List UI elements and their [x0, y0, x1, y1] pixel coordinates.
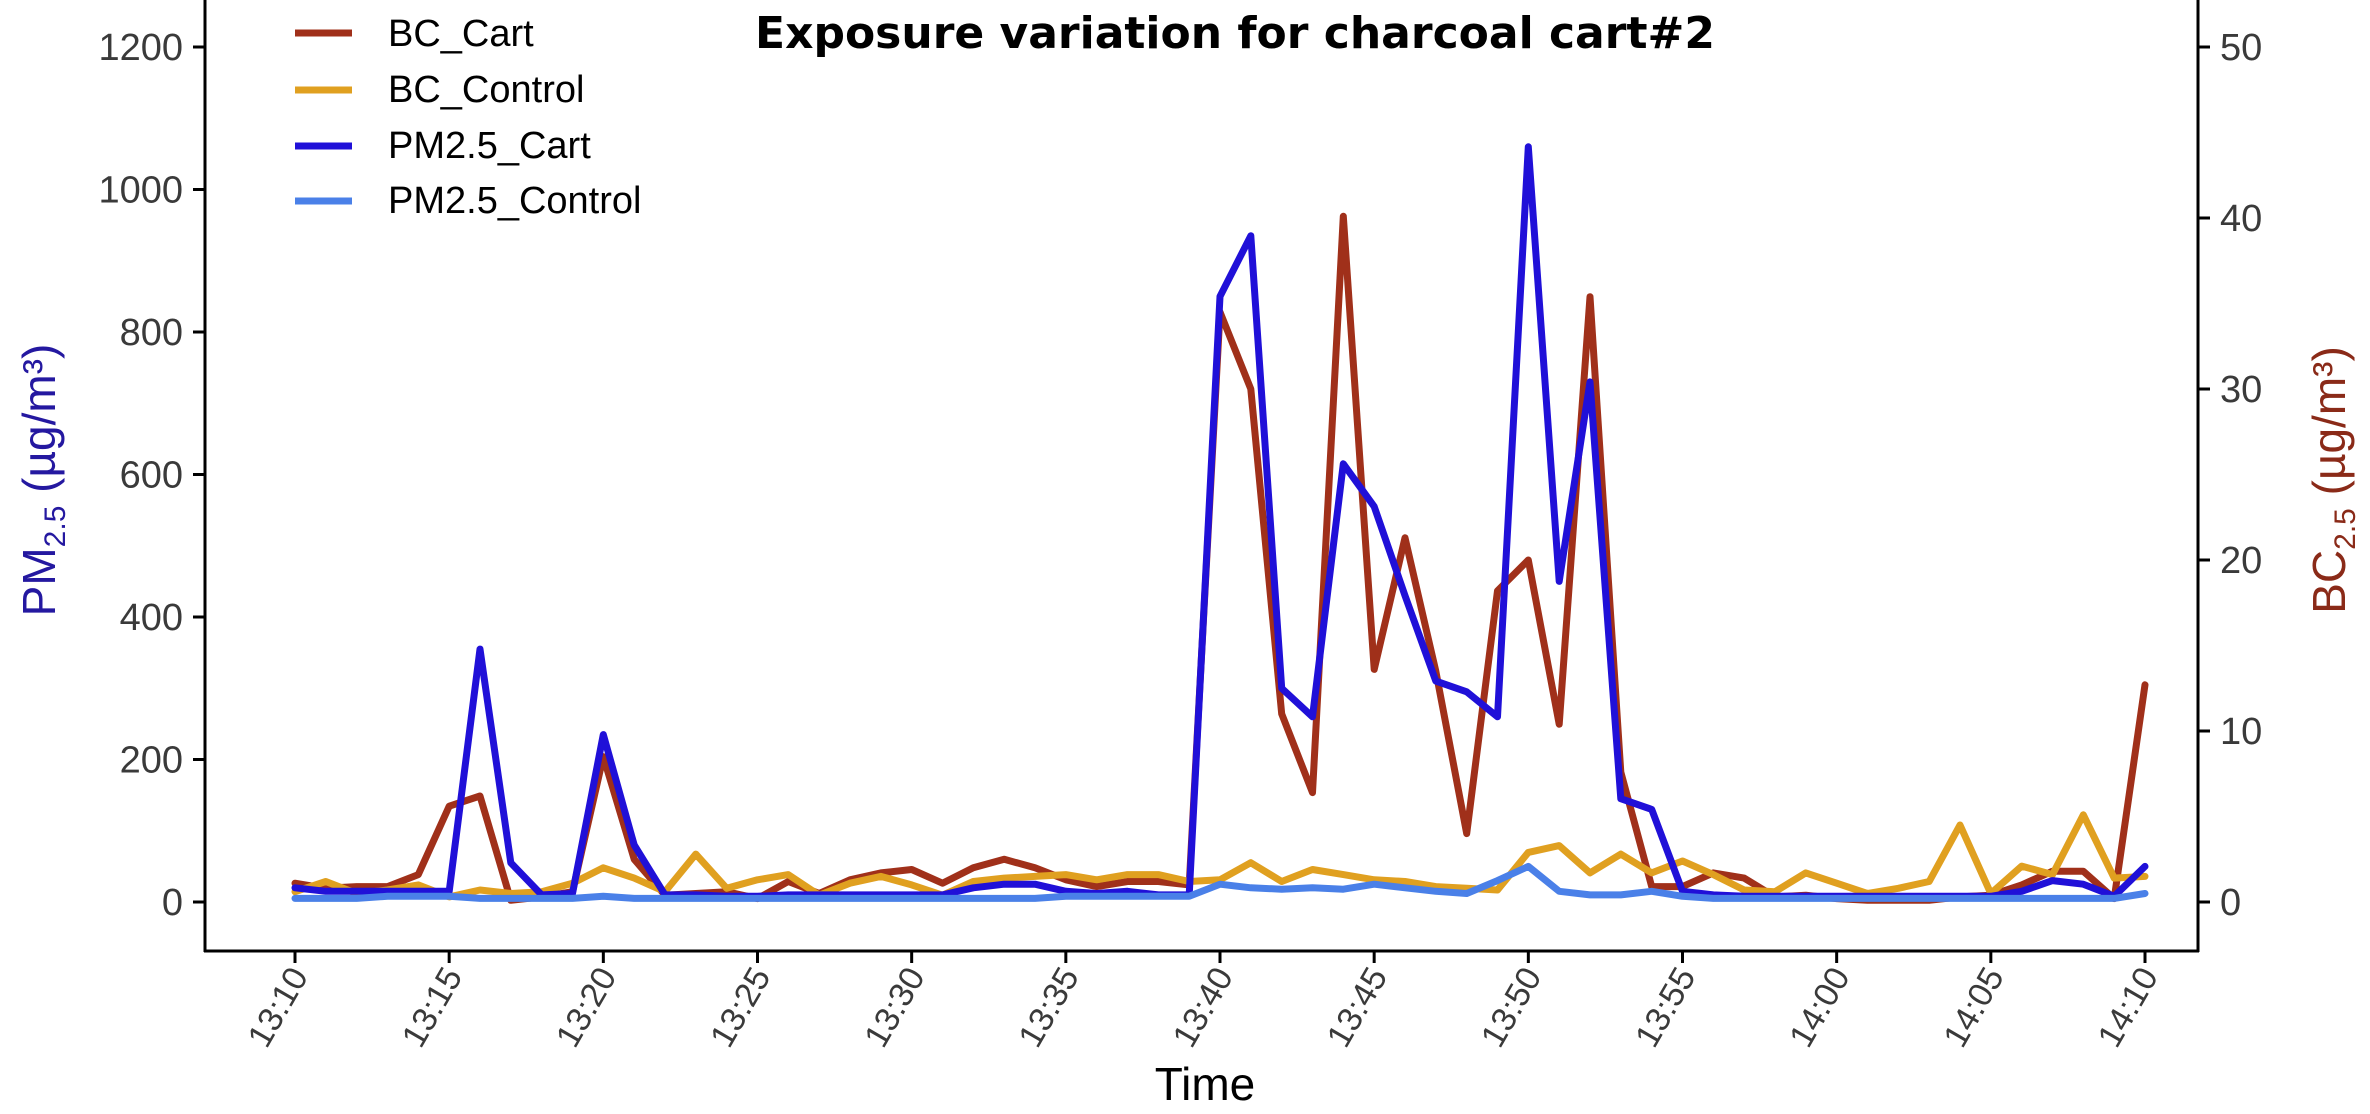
x-tick-label: 13:25 [703, 961, 778, 1054]
left-tick-label: 600 [120, 455, 183, 497]
right-tick-label: 0 [2220, 882, 2241, 924]
left-y-ticks: 0 200 400 600 800 1000 1200 [98, 27, 205, 924]
right-axis-title: BC2.5 (µg/m³) [2303, 346, 2362, 614]
right-axis-title-unit: (µg/m³) [2303, 346, 2355, 508]
x-tick-label: 13:55 [1628, 961, 1703, 1054]
x-tick-label: 13:10 [240, 961, 315, 1054]
x-tick-label: 13:45 [1320, 961, 1395, 1054]
x-tick-label: 13:20 [549, 961, 624, 1054]
left-tick-label: 1000 [98, 170, 183, 212]
right-tick-label: 50 [2220, 27, 2262, 69]
series-line-pm2-5-control [291, 862, 2149, 902]
right-tick-label: 10 [2220, 711, 2262, 753]
left-axis-title-unit: (µg/m³) [13, 344, 65, 506]
x-tick-label: 14:05 [1936, 961, 2011, 1054]
series-line-bc-control [291, 811, 2149, 901]
right-axis-title-sub: 2.5 [2329, 508, 2362, 550]
x-tick-label: 13:40 [1165, 961, 1240, 1054]
left-tick-label: 200 [120, 740, 183, 782]
legend: BC_Cart BC_Control PM2.5_Cart PM2.5_Cont… [295, 13, 641, 222]
right-y-ticks: 0 10 20 30 40 50 [2198, 27, 2262, 924]
x-tick-label: 13:50 [1474, 961, 1549, 1054]
x-tick-label: 14:00 [1782, 961, 1857, 1054]
right-tick-label: 20 [2220, 540, 2262, 582]
left-axis-title: PM2.5 (µg/m³) [13, 344, 72, 617]
left-tick-label: 0 [162, 882, 183, 924]
plot-series [291, 143, 2149, 904]
left-axis-title-main: PM [13, 547, 65, 616]
legend-label-bc-cart: BC_Cart [388, 13, 534, 55]
left-tick-label: 1200 [98, 27, 183, 69]
left-tick-label: 800 [120, 312, 183, 354]
left-axis-title-sub: 2.5 [39, 506, 72, 548]
x-tick-label: 14:10 [2090, 961, 2165, 1054]
right-tick-label: 30 [2220, 369, 2262, 411]
right-tick-label: 40 [2220, 198, 2262, 240]
series-line-pm2-5-cart [291, 143, 2149, 900]
legend-label-pm-cart: PM2.5_Cart [388, 125, 591, 167]
x-ticks: 13:10 13:15 13:20 13:25 13:30 13:35 13:40 13:45… [240, 951, 2166, 1054]
x-axis-title: Time [1155, 1058, 1256, 1110]
x-tick-label: 13:30 [857, 961, 932, 1054]
chart-title: Exposure variation for charcoal cart#2 [755, 8, 1715, 59]
x-tick-label: 13:35 [1011, 961, 1086, 1054]
right-axis-title-main: BC [2303, 550, 2355, 614]
legend-label-pm-control: PM2.5_Control [388, 180, 641, 222]
legend-label-bc-control: BC_Control [388, 69, 584, 111]
x-tick-label: 13:15 [395, 961, 470, 1054]
left-tick-label: 400 [120, 597, 183, 639]
